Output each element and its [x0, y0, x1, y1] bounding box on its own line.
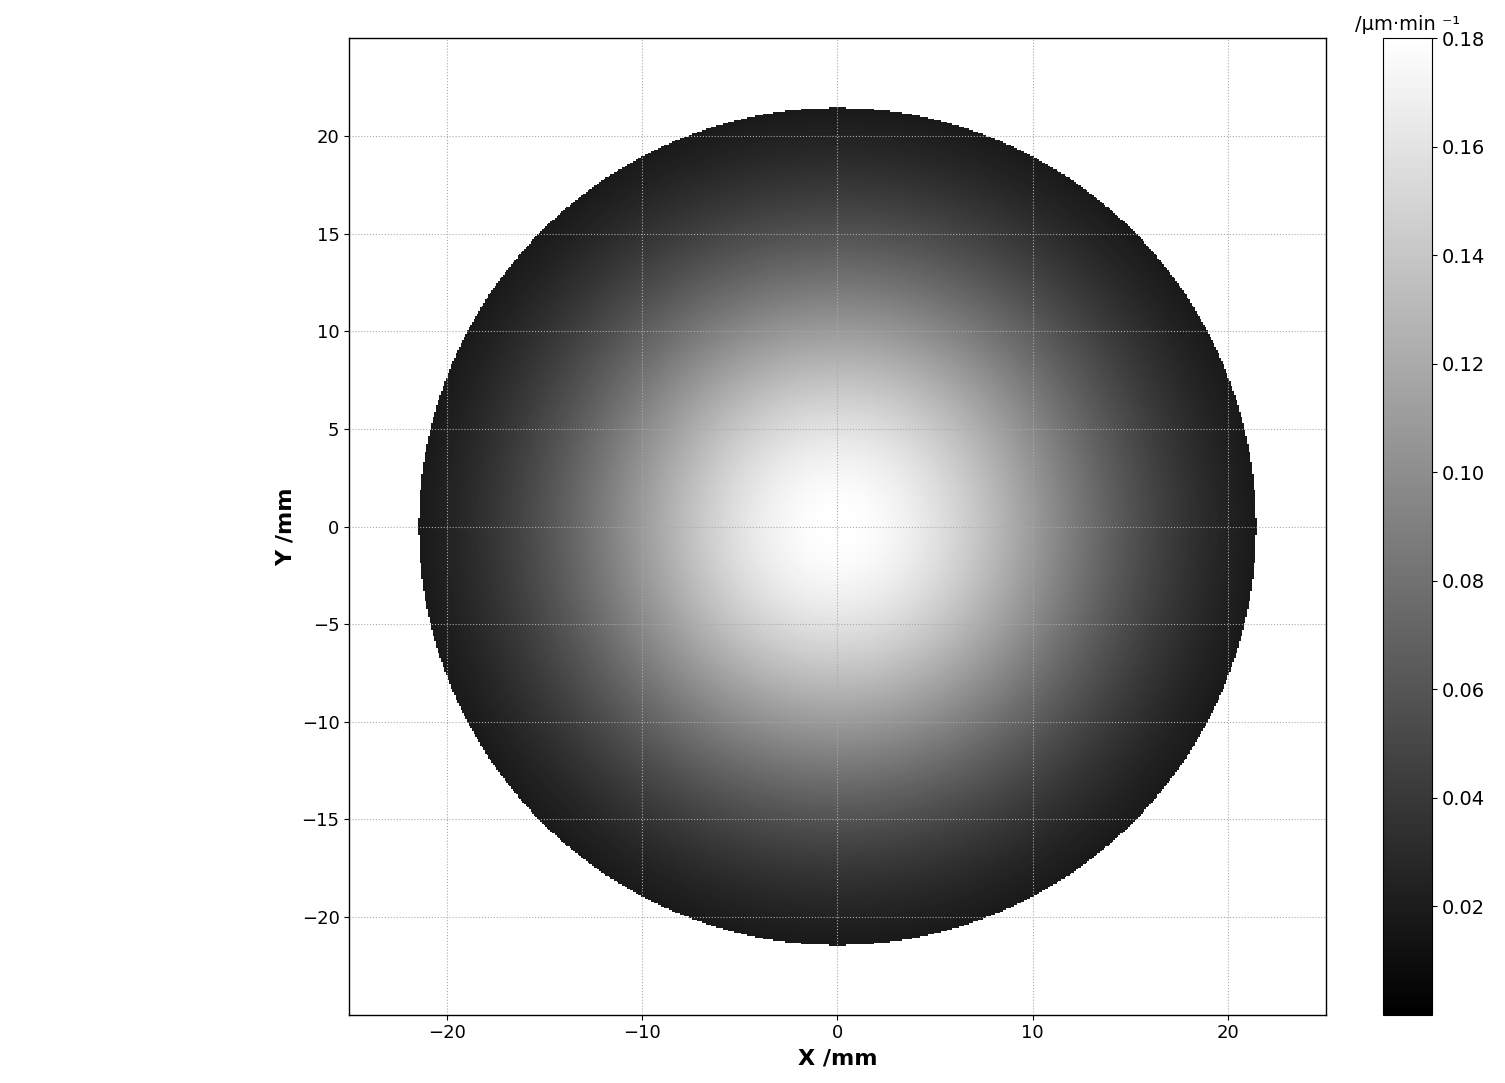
- Y-axis label: Y /mm: Y /mm: [275, 487, 296, 565]
- X-axis label: X /mm: X /mm: [798, 1048, 877, 1068]
- Title: /μm·min ⁻¹: /μm·min ⁻¹: [1354, 15, 1460, 34]
